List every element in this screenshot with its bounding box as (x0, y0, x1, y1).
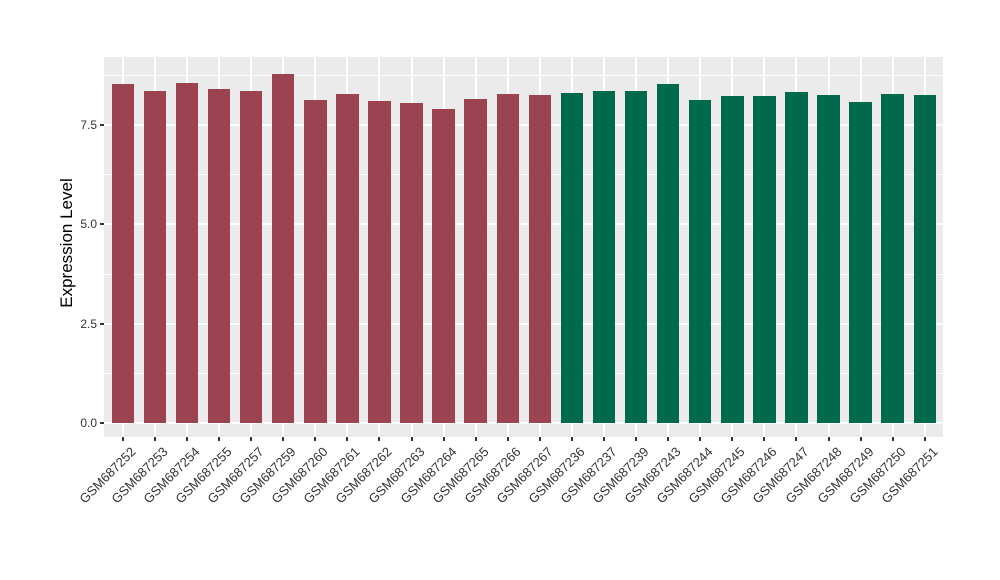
y-axis-tick (100, 123, 104, 126)
x-axis-tick (506, 437, 509, 441)
bar-GSM687261 (336, 93, 359, 423)
bar-GSM687263 (400, 102, 423, 423)
y-tick-label: 7.5 (80, 117, 97, 132)
minor-gridline (104, 274, 943, 275)
minor-gridline (104, 174, 943, 175)
x-axis-tick (635, 437, 638, 441)
x-axis-tick (314, 437, 317, 441)
x-axis-tick (378, 437, 381, 441)
bar-GSM687236 (560, 93, 584, 423)
minor-gridline (104, 373, 943, 374)
x-axis-tick (442, 437, 445, 441)
x-axis-tick (923, 437, 926, 441)
x-axis-tick (153, 437, 156, 441)
bar-GSM687239 (624, 90, 648, 423)
y-axis-tick (100, 422, 104, 424)
y-tick-label: 0.0 (80, 416, 97, 430)
x-axis-tick (699, 437, 702, 441)
x-axis-tick (218, 437, 221, 441)
bar-GSM687251 (913, 95, 937, 423)
bar-GSM687248 (817, 94, 840, 423)
y-tick-label: 2.5 (80, 316, 97, 331)
plot-panel (104, 57, 943, 437)
bar-GSM687253 (143, 90, 167, 423)
bar-GSM687260 (304, 100, 327, 423)
bar-GSM687265 (464, 98, 487, 423)
y-axis-title: Expression Level (57, 178, 76, 308)
bar-GSM687259 (271, 73, 295, 423)
x-axis-tick (827, 437, 830, 441)
bar-GSM687255 (207, 89, 231, 423)
major-gridline (104, 223, 943, 225)
x-axis-tick (859, 437, 862, 441)
minor-gridline (104, 75, 943, 76)
x-axis-tick (795, 437, 798, 441)
x-axis-tick (282, 437, 285, 441)
bar-GSM687254 (175, 82, 199, 423)
x-axis-tick (667, 437, 670, 441)
x-axis-tick (603, 437, 605, 441)
bar-GSM687247 (785, 92, 808, 423)
x-axis-tick (346, 437, 349, 441)
bar-GSM687267 (528, 95, 552, 423)
bar-GSM687266 (496, 94, 519, 423)
bar-GSM687257 (239, 90, 263, 423)
x-axis-tick (763, 437, 766, 441)
x-axis-tick (250, 437, 253, 441)
bar-GSM687252 (111, 84, 135, 423)
x-axis-tick (410, 437, 413, 441)
bar-GSM687250 (881, 94, 904, 423)
bar-GSM687264 (432, 108, 455, 423)
y-axis-tick (100, 322, 104, 325)
x-axis-tick (731, 437, 734, 441)
x-axis-tick (185, 437, 188, 441)
x-axis-tick (538, 437, 541, 441)
x-axis-tick (474, 437, 477, 441)
bar-GSM687237 (592, 90, 616, 423)
major-gridline (104, 124, 943, 126)
x-axis-tick (570, 437, 573, 441)
major-gridline (104, 323, 943, 325)
bar-GSM687262 (368, 100, 391, 423)
bar-GSM687243 (656, 83, 680, 423)
bar-GSM687249 (849, 102, 872, 423)
y-axis-tick (100, 223, 104, 226)
y-tick-label: 5.0 (80, 217, 97, 232)
x-axis-tick (121, 437, 124, 441)
x-axis-tick (891, 437, 894, 441)
bar-GSM687246 (753, 96, 776, 423)
bar-GSM687244 (688, 100, 712, 423)
major-gridline (104, 422, 943, 424)
bar-GSM687245 (721, 96, 744, 423)
